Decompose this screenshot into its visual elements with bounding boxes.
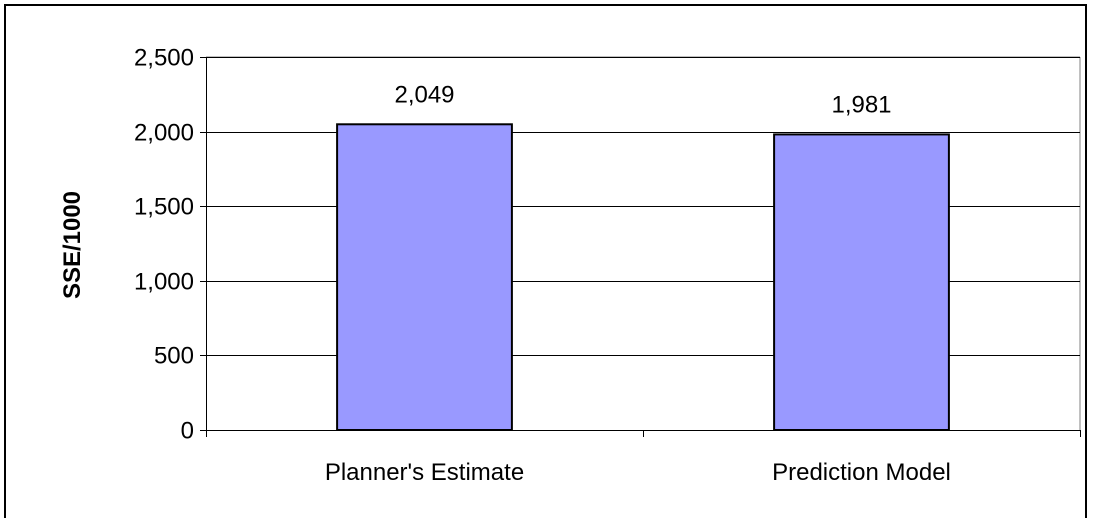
x-category-label: Prediction Model [772, 459, 951, 486]
bar [773, 133, 950, 431]
y-axis-title: SSE/1000 [59, 191, 86, 299]
y-tick-label: 0 [181, 418, 194, 445]
y-tick-label: 500 [154, 343, 194, 370]
bar [336, 123, 513, 431]
data-label: 1,981 [831, 91, 891, 118]
axes [200, 57, 1081, 437]
x-category-label: Planner's Estimate [325, 459, 524, 486]
labels: 0 500 1,000 1,500 2,000 2,500 2,049 Planner's E… [134, 45, 951, 487]
y-tick-label: 1,500 [134, 194, 194, 221]
data-label: 2,049 [394, 81, 454, 108]
bars [336, 123, 950, 431]
y-tick-label: 2,000 [134, 120, 194, 147]
y-tick-label: 1,000 [134, 269, 194, 296]
y-tick-label: 2,500 [134, 45, 194, 72]
